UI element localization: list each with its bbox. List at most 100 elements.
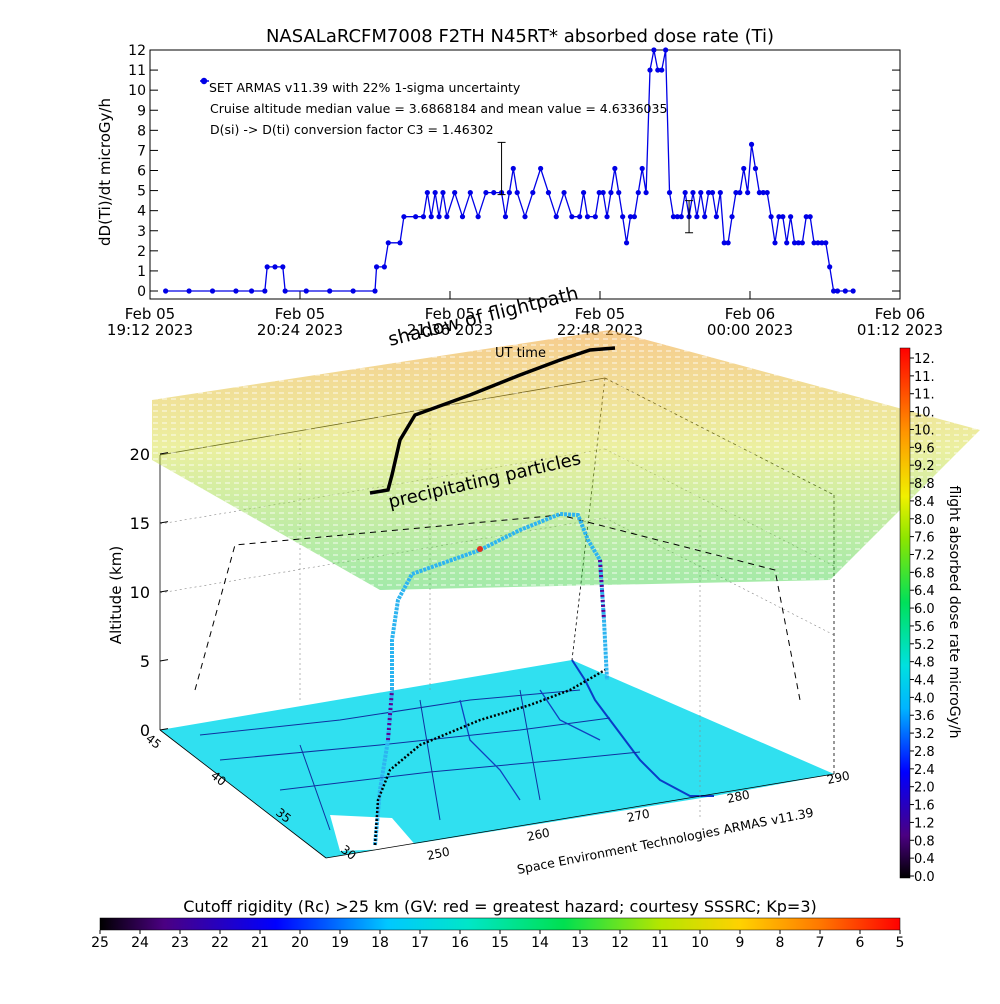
series-point <box>678 214 684 220</box>
dose-tick-label: 3.2 <box>914 727 935 742</box>
series-point <box>663 47 669 53</box>
rc-tick-label: 23 <box>171 935 189 951</box>
dose-tick-label: 0.0 <box>914 870 935 885</box>
rc-tick-label: 12 <box>611 935 629 951</box>
series-point <box>248 288 255 294</box>
dose-tick-label: 2.4 <box>914 763 935 778</box>
series-point <box>233 288 239 294</box>
series-point <box>807 214 813 220</box>
series-point <box>506 189 512 196</box>
dose-tick-label: 9.2 <box>914 459 935 474</box>
rc-tick-label: 18 <box>371 935 389 951</box>
series-point <box>830 288 837 294</box>
series-point <box>717 189 723 196</box>
z-tick-label: 15 <box>130 514 150 533</box>
y-tick-label: 12 <box>128 43 146 59</box>
series-point <box>303 288 309 294</box>
rc-tick-label: 10 <box>691 935 709 951</box>
series-point <box>760 189 766 196</box>
series-point <box>444 214 450 220</box>
series-point <box>282 288 288 294</box>
series-point <box>733 189 739 196</box>
dose-tick-label: 10. <box>914 423 935 438</box>
y-tick-label: 1 <box>137 264 146 280</box>
z-tick-label: 10 <box>130 583 150 602</box>
dose-tick-label: 7.6 <box>914 531 935 546</box>
dose-tick-label: 2.8 <box>914 745 935 760</box>
series-point <box>608 189 614 196</box>
series-point <box>483 189 489 196</box>
rc-tick-label: 25 <box>91 935 109 951</box>
x-tick-label-date: Feb 05 <box>125 305 175 323</box>
x-tick-label-time: 19:12 2023 <box>107 321 193 339</box>
series-point <box>729 214 735 220</box>
z-tick-mark <box>159 521 169 524</box>
series-point <box>514 189 520 196</box>
y-tick-label: 3 <box>137 224 146 240</box>
series-point <box>764 189 770 196</box>
rc-tick-label: 15 <box>491 935 509 951</box>
z-tick-mark <box>159 590 169 593</box>
rc-tick-label: 8 <box>776 935 785 951</box>
dose-tick-label: 11. <box>914 370 935 385</box>
y-tick-label: 4 <box>137 204 146 220</box>
z-tick-mark <box>159 452 169 455</box>
annotation-ut-time: UT time <box>495 346 546 361</box>
chart-title: NASALaRCFM7008 F2TH N45RT* absorbed dose… <box>266 26 774 47</box>
rc-colorbar-label: Cutoff rigidity (Rc) >25 km (GV: red = g… <box>183 897 817 916</box>
series-point <box>596 189 602 196</box>
z-tick-mark <box>159 659 169 662</box>
dose-tick-label: 8.0 <box>914 513 935 528</box>
series-point <box>745 189 751 196</box>
series-point <box>262 288 268 294</box>
x-tick-label-time: 01:12 2023 <box>857 321 943 339</box>
series-point <box>713 214 720 220</box>
series-point <box>768 214 774 220</box>
map-coastline <box>571 659 714 797</box>
rc-tick-label: 21 <box>251 935 269 951</box>
series-point <box>651 47 657 53</box>
series-point <box>413 214 419 220</box>
series-point <box>834 288 841 294</box>
series-point <box>639 165 645 172</box>
flight-track-dose-spots <box>386 559 606 741</box>
rc-tick-label: 22 <box>211 935 229 951</box>
rc-tick-label: 16 <box>451 935 469 951</box>
series-point <box>604 214 610 220</box>
lon-tick-label: 260 <box>526 825 551 843</box>
series-point <box>401 214 407 220</box>
series-point <box>647 67 653 73</box>
rc-tick-label: 19 <box>331 935 349 951</box>
series-point <box>819 240 825 246</box>
series-point <box>372 288 378 294</box>
series-point <box>616 189 622 196</box>
rc-tick-label: 13 <box>571 935 589 951</box>
series-point <box>850 288 856 294</box>
series-point <box>842 288 848 294</box>
lon-tick-label: 290 <box>826 768 851 786</box>
series-point <box>436 214 442 220</box>
series-point <box>659 67 665 73</box>
series-point <box>381 264 387 270</box>
series-point <box>748 141 755 147</box>
series-point <box>655 67 661 73</box>
dose-tick-label: 5.2 <box>914 638 935 653</box>
flightpath-top <box>369 346 616 495</box>
series-point <box>186 288 192 294</box>
series-point <box>580 189 587 196</box>
x-tick-label-time: 20:24 2023 <box>257 321 343 339</box>
series-point <box>631 214 637 220</box>
series-point <box>741 165 747 172</box>
map-rivers <box>459 689 601 801</box>
rc-colorbar <box>99 917 901 931</box>
series-point <box>702 214 708 220</box>
x-tick-label-date: Feb 06 <box>725 305 775 323</box>
map-surface <box>160 660 834 858</box>
series-point <box>280 264 286 270</box>
series-point <box>803 214 809 220</box>
dose-tick-label: 11. <box>914 388 935 403</box>
series-point <box>725 240 731 246</box>
series-point <box>553 214 559 220</box>
series-point <box>385 240 391 246</box>
